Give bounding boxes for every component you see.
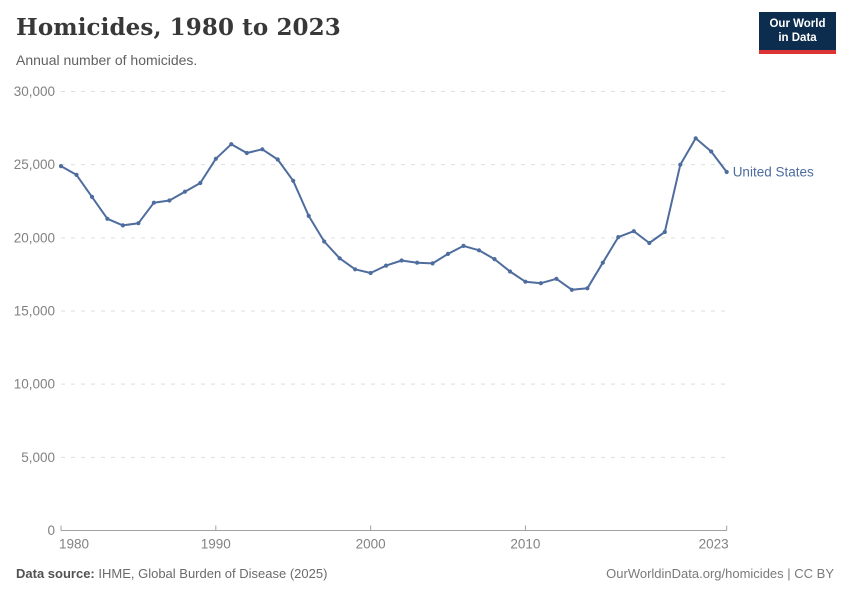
series-label-united-states[interactable]: United States — [733, 164, 814, 179]
line-series-united-states[interactable] — [58, 136, 729, 292]
data-source-note: Data source: IHME, Global Burden of Dise… — [16, 566, 327, 581]
y-tick-label: 0 — [47, 523, 55, 538]
data-source-label: Data source: — [16, 566, 95, 581]
owid-logo[interactable]: Our World in Data — [759, 12, 836, 54]
owid-logo-line1: Our World — [769, 18, 826, 30]
data-source-value: IHME, Global Burden of Disease (2025) — [94, 566, 328, 581]
y-tick-label: 10,000 — [14, 377, 55, 392]
gridlines — [61, 91, 727, 531]
y-axis-tick-labels: 0 5,000 10,000 15,000 20,000 25,000 30,000 — [14, 84, 55, 538]
x-tick-label: 2010 — [510, 537, 540, 552]
x-tick-label: 1990 — [201, 537, 231, 552]
chart-footer: Data source: IHME, Global Burden of Dise… — [16, 566, 834, 581]
y-tick-label: 5,000 — [21, 450, 55, 465]
x-axis: 1980 1990 2000 2010 2023 — [59, 525, 729, 552]
x-tick-label: 1980 — [59, 537, 89, 552]
credit-line: OurWorldinData.org/homicides | CC BY — [606, 566, 834, 581]
y-tick-label: 25,000 — [14, 157, 55, 172]
chart-subtitle: Annual number of homicides. — [16, 52, 198, 68]
y-tick-label: 20,000 — [14, 230, 55, 245]
entity-labels[interactable]: United States — [733, 164, 814, 179]
y-tick-label: 30,000 — [14, 84, 55, 99]
page-title: Homicides, 1980 to 2023 — [16, 14, 341, 41]
x-tick-label: 2023 — [699, 537, 729, 552]
x-tick-label: 2000 — [356, 537, 386, 552]
owid-logo-line2: in Data — [778, 32, 817, 45]
y-tick-label: 15,000 — [14, 304, 55, 319]
